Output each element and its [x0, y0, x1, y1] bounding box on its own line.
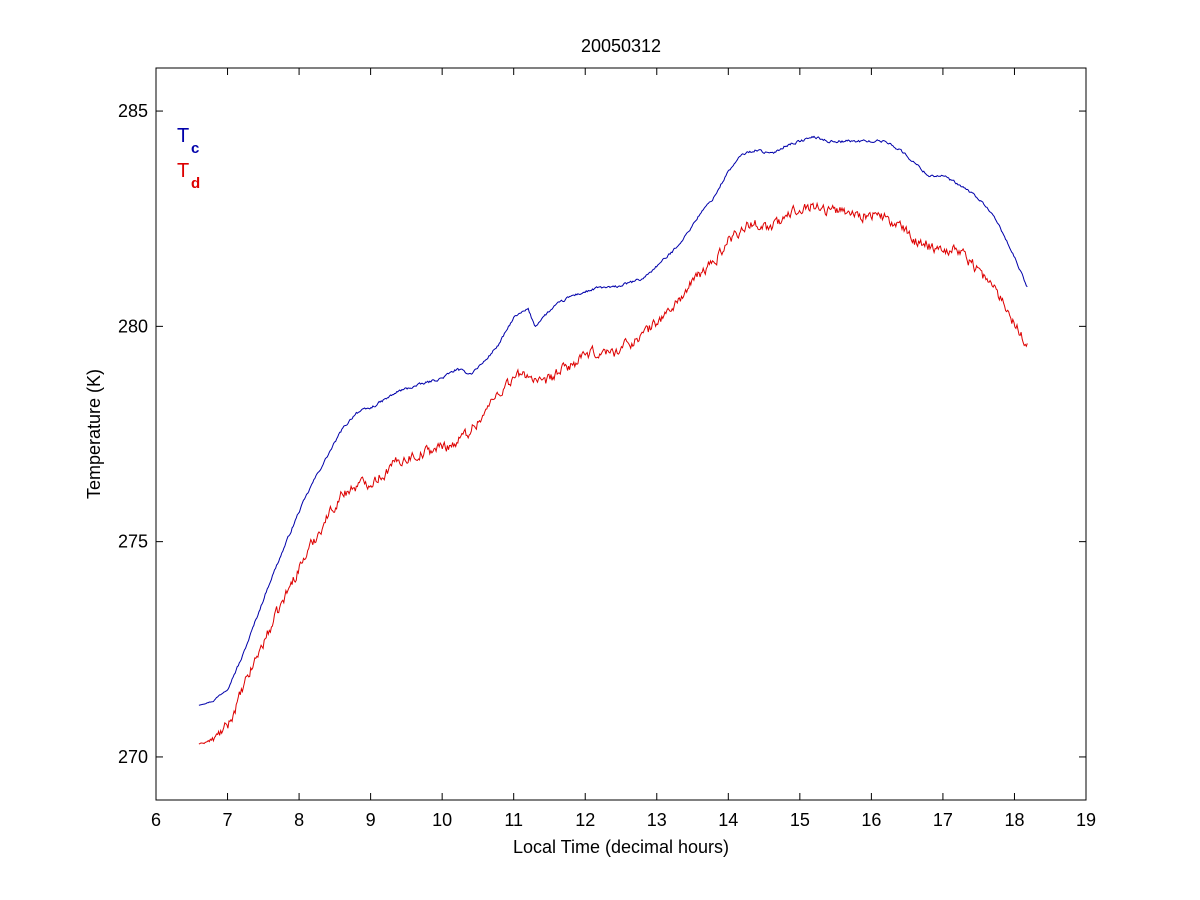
- legend-entry-Tc: T: [177, 125, 189, 147]
- x-tick-label: 18: [1004, 810, 1024, 830]
- x-tick-label: 17: [933, 810, 953, 830]
- axis-ticks: 6 7 8 9 10 11 12 13 14 15 16 17 18 19 270 275 280 285: [118, 68, 1096, 830]
- chart-title: 20050312: [581, 36, 661, 56]
- x-tick-label: 6: [151, 810, 161, 830]
- x-tick-label: 15: [790, 810, 810, 830]
- plot-area: [156, 68, 1086, 800]
- y-tick-label: 275: [118, 532, 148, 552]
- legend-subscript-c: c: [191, 140, 199, 157]
- y-tick-label: 285: [118, 101, 148, 121]
- series-line-Td: [198, 201, 1028, 745]
- legend-subscript-d: d: [191, 175, 200, 192]
- x-tick-label: 12: [575, 810, 595, 830]
- series-line-Tc: [198, 135, 1028, 706]
- x-tick-label: 13: [647, 810, 667, 830]
- x-tick-label: 19: [1076, 810, 1096, 830]
- x-tick-label: 7: [223, 810, 233, 830]
- x-tick-label: 9: [366, 810, 376, 830]
- x-tick-label: 10: [432, 810, 452, 830]
- x-axis-label: Local Time (decimal hours): [513, 837, 729, 857]
- x-tick-label: 14: [718, 810, 738, 830]
- x-tick-label: 11: [504, 810, 523, 830]
- legend-entry-Td: T: [177, 160, 189, 182]
- plot-frame: [155, 67, 1087, 801]
- y-tick-label: 270: [118, 747, 148, 767]
- x-tick-label: 8: [294, 810, 304, 830]
- x-tick-label: 16: [861, 810, 881, 830]
- y-tick-label: 280: [118, 316, 148, 336]
- series-layer: [198, 135, 1028, 745]
- y-axis-label: Temperature (K): [84, 369, 104, 499]
